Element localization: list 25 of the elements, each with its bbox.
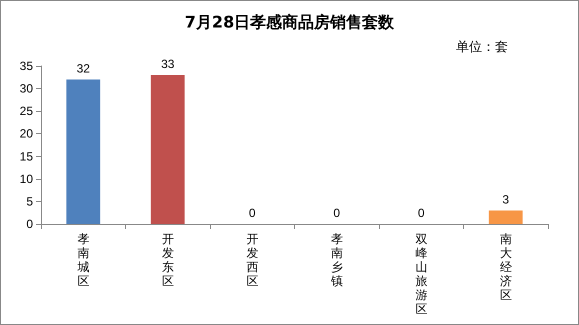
bar — [488, 210, 523, 224]
x-tick-label: 孝南乡镇 — [330, 232, 343, 288]
bar — [66, 80, 100, 224]
y-tick-label: 0 — [26, 217, 34, 231]
y-tick-label: 30 — [20, 82, 34, 96]
data-label: 33 — [161, 57, 175, 72]
x-tick-label: 双峰山旅游区 — [415, 232, 428, 316]
y-tick-label: 25 — [20, 104, 34, 118]
data-label: 0 — [418, 206, 425, 220]
data-label: 32 — [76, 62, 90, 76]
y-tick-label: 35 — [20, 59, 34, 73]
y-tick-label: 15 — [20, 149, 34, 164]
data-label: 0 — [333, 206, 340, 220]
x-tick-label: 南大经济区 — [500, 232, 512, 302]
x-tick-label: 开发东区 — [162, 232, 174, 288]
bar — [150, 75, 185, 224]
y-tick-label: 5 — [26, 194, 34, 208]
text: 单位：套 — [456, 40, 508, 55]
chart-title: 7月28日孝感商品房销售套数 — [184, 12, 396, 32]
x-tick-label: 孝南城区 — [76, 232, 90, 288]
y-tick-label: 10 — [20, 172, 34, 186]
y-tick-label: 20 — [20, 126, 34, 141]
data-label: 3 — [502, 192, 510, 206]
x-tick-label: 开发西区 — [246, 232, 258, 288]
data-label: 0 — [248, 206, 256, 220]
